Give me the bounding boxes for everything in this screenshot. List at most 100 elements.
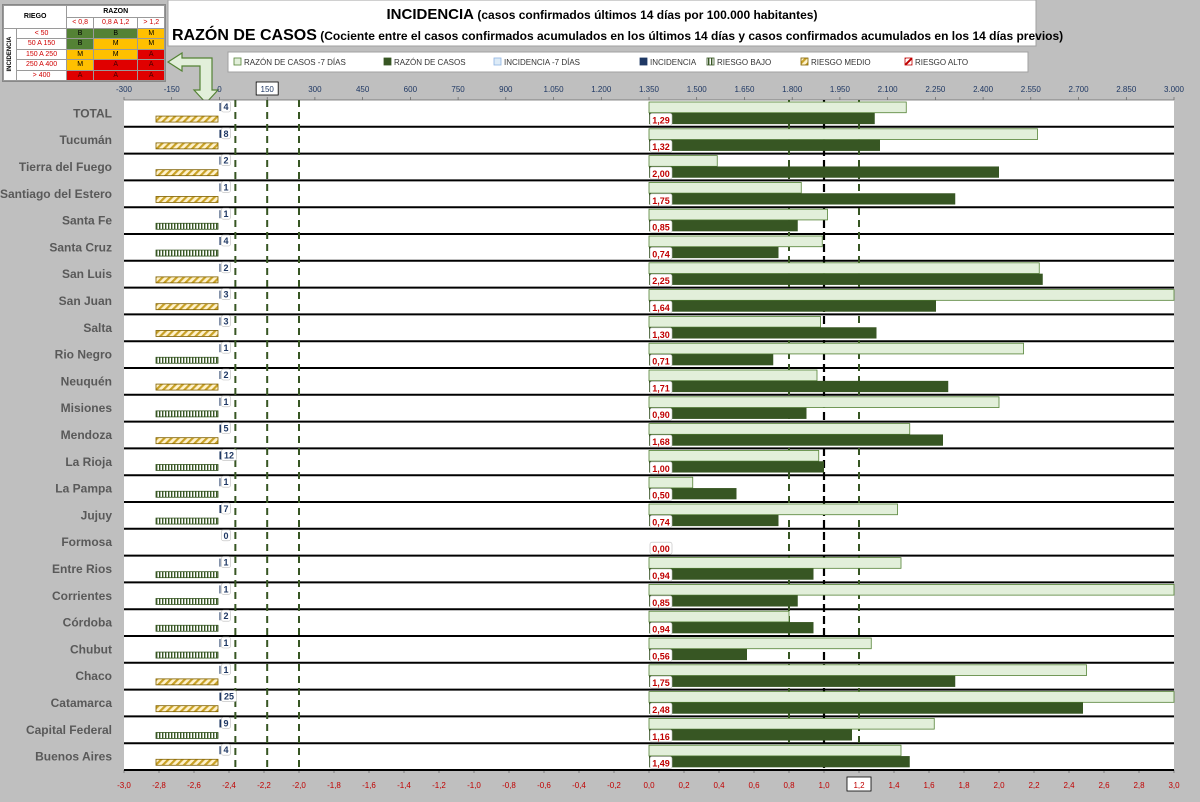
incidence-bar: [219, 478, 221, 487]
row-label: TOTAL: [73, 106, 112, 120]
risk-table-cell: A: [137, 59, 165, 71]
risk-bar: [155, 169, 219, 177]
ratio-value-label: 1,30: [652, 330, 670, 340]
row-label: Córdoba: [63, 616, 113, 630]
bottom-axis-tick: -0,8: [502, 781, 516, 790]
risk-table-cell: B: [66, 27, 94, 39]
incidence-value-box: [221, 261, 231, 274]
incidence-value-label: 9: [223, 718, 228, 728]
top-axis-tick: 3.000: [1164, 85, 1185, 94]
legend-label: RIESGO MEDIO: [811, 58, 871, 67]
row-label: Chaco: [75, 669, 112, 683]
top-axis-tick: 2.850: [1116, 85, 1137, 94]
incidence-bar: [219, 103, 221, 112]
risk-table-cell: B: [92, 27, 139, 39]
ratio-value-label: 0,74: [652, 517, 670, 527]
ratio-value-label: 0,94: [652, 625, 670, 635]
ratio-value-label: 2,25: [652, 276, 670, 286]
row-label: Jujuy: [81, 508, 113, 522]
risk-table-cell: M: [137, 38, 165, 50]
ratio-value-box: [649, 381, 673, 394]
risk-table-razon-header: RAZON: [66, 5, 165, 18]
incidence-bar: [219, 237, 221, 246]
ratio-value-box: [649, 354, 673, 367]
ratio-value-label: 1,68: [652, 437, 670, 447]
incidence-value-box: [221, 234, 231, 247]
legend-label: INCIDENCIA -7 DÍAS: [504, 58, 580, 67]
ratio-7d-bar: [648, 315, 821, 328]
ratio-value-label: 2,48: [652, 705, 670, 715]
incidence-value-box: [221, 315, 231, 327]
ratio-7d-bar: [648, 557, 902, 569]
row-label: Mendoza: [61, 428, 113, 442]
ratio-7d-bar: [648, 396, 1000, 408]
incidence-value-label: 2: [223, 156, 228, 166]
risk-table-ratio-col: < 0,8: [66, 17, 94, 29]
ratio-value-box: [649, 407, 673, 421]
incidence-value-label: 4: [223, 102, 228, 112]
arrow-icon: [166, 51, 220, 104]
bottom-axis-tick: -0,4: [572, 781, 586, 790]
incidence-bar: [219, 746, 221, 755]
legend-label: RAZÓN DE CASOS: [394, 58, 466, 67]
ratio-bar: [649, 648, 747, 661]
top-axis-tick: 1.650: [734, 85, 755, 94]
bottom-axis-tick: 0,0: [643, 781, 655, 790]
incidence-bar: [219, 156, 221, 165]
incidence-value-label: 1: [223, 638, 228, 648]
top-axis-tick: -300: [116, 85, 133, 94]
row-label: Catamarca: [51, 696, 113, 710]
boxed-tick-frame: [846, 776, 872, 792]
title-box: [167, 0, 1037, 47]
ratio-value-box: [649, 541, 673, 555]
ratio-7d-bar: [648, 423, 911, 435]
incidence-value-label: 3: [223, 290, 228, 300]
ratio-value-box: [649, 461, 673, 475]
ratio-value-box: [649, 595, 673, 609]
top-axis-tick: -150: [164, 85, 181, 94]
bottom-axis-tick: -3,0: [117, 781, 131, 790]
risk-table-cell: M: [137, 27, 165, 39]
risk-bar: [155, 356, 219, 364]
incidence-value-box: [221, 154, 231, 166]
risk-bar: [155, 410, 219, 418]
ratio-bar: [649, 729, 852, 741]
legend-label: RIESGO ALTO: [915, 58, 968, 67]
ratio-value-label: 1,16: [652, 732, 670, 742]
incidence-value-box: [221, 368, 231, 381]
bottom-axis-tick: -1,2: [432, 781, 446, 790]
incidence-value-box: [221, 609, 231, 622]
ratio-bar: [649, 327, 877, 339]
risk-bar: [155, 196, 219, 203]
ratio-bar: [649, 568, 814, 580]
boxed-tick-frame: [255, 81, 279, 96]
incidence-value-box: [221, 288, 231, 300]
risk-bar: [155, 142, 219, 150]
risk-bar: [155, 651, 219, 659]
incidence-value-box: [221, 475, 231, 488]
ratio-value-label: 0,85: [652, 598, 670, 608]
risk-bar: [155, 437, 219, 445]
row-label: Chubut: [70, 642, 112, 656]
ratio-value-box: [649, 300, 673, 314]
top-axis-tick: 1.350: [639, 85, 660, 94]
incidence-value-label: 1: [223, 182, 228, 192]
title-line-2-main: RAZÓN DE CASOS: [172, 25, 317, 44]
risk-table-incidence-label: 50 A 150: [15, 38, 68, 50]
risk-table-cell: M: [66, 48, 94, 60]
ratio-bar: [649, 407, 807, 419]
ratio-value-box: [649, 139, 673, 153]
incidence-value-label: 1: [223, 558, 228, 568]
incidence-value-box: [221, 395, 231, 408]
incidence-bar: [219, 719, 223, 728]
top-axis-tick: 600: [404, 85, 418, 94]
bottom-axis-tick: -2,0: [292, 781, 306, 790]
ratio-7d-bar: [648, 181, 802, 194]
incidence-value-label: 1: [223, 584, 228, 594]
incidence-value-label: 4: [223, 745, 228, 755]
top-axis-tick: 2.250: [925, 85, 946, 94]
incidence-bar: [219, 317, 221, 326]
ratio-value-box: [649, 729, 673, 743]
risk-bar: [155, 330, 219, 337]
ratio-value-box: [649, 649, 673, 662]
